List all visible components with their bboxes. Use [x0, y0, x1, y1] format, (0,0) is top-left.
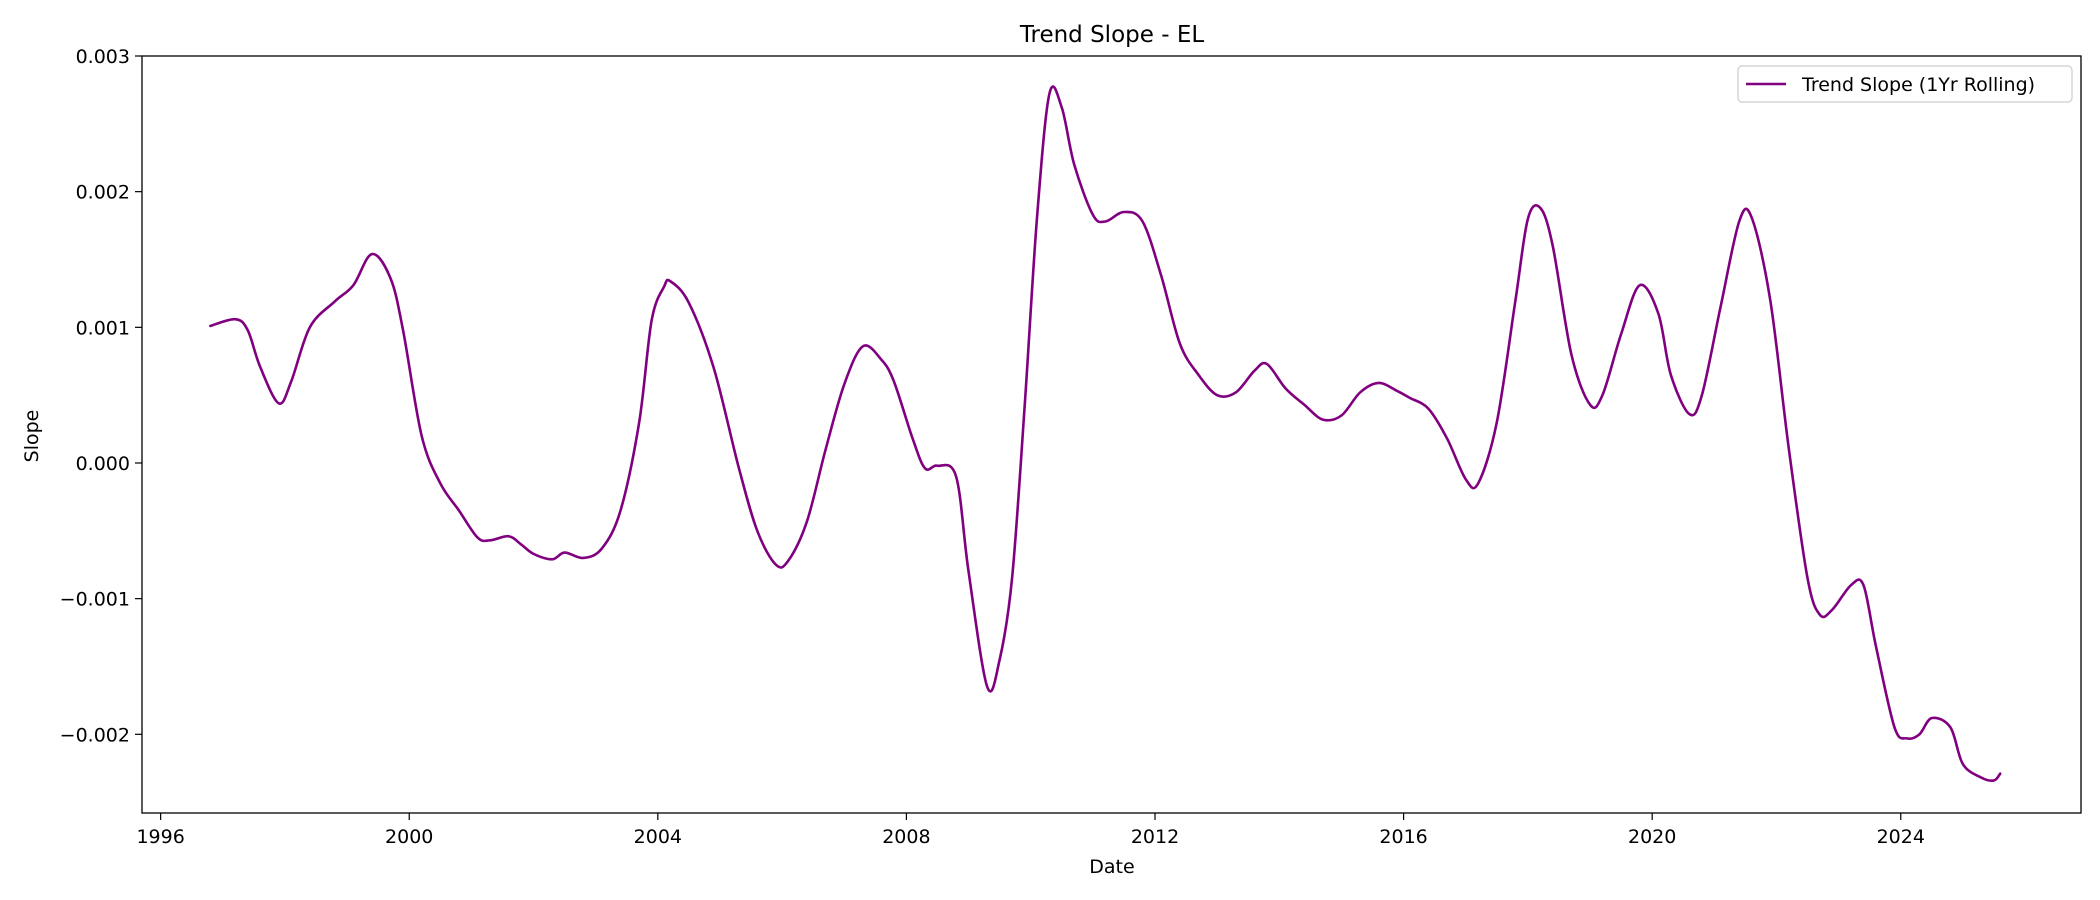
y-axis-label: Slope	[21, 410, 43, 463]
y-tick-label: 0.001	[76, 317, 130, 339]
chart-title: Trend Slope - EL	[1019, 22, 1205, 48]
legend: Trend Slope (1Yr Rolling)	[1737, 65, 2073, 103]
y-tick-label: 0.003	[76, 46, 130, 68]
y-tick-label: −0.002	[60, 724, 130, 746]
x-tick-label: 2024	[1877, 826, 1925, 848]
y-axis: −0.002 −0.001 0.000 0.001 0.002 0.003	[60, 46, 142, 746]
y-tick-label: 0.002	[76, 182, 130, 204]
x-tick-label: 2020	[1628, 826, 1676, 848]
x-axis-label: Date	[1089, 856, 1134, 878]
y-tick-label: 0.000	[76, 453, 130, 475]
x-tick-label: 2012	[1131, 826, 1179, 848]
plot-area: 1996 2000 2004 2008 2012 2016 2020 2024 −0.002−…	[60, 46, 2082, 848]
x-tick-label: 2004	[634, 826, 682, 848]
plot-frame	[141, 55, 2082, 814]
x-axis: 1996 2000 2004 2008 2012 2016 2020 2024	[136, 813, 1925, 848]
x-tick-label: 2008	[882, 826, 930, 848]
series-line-trend-slope	[209, 85, 2002, 782]
legend-box	[1737, 65, 2073, 103]
legend-label: Trend Slope (1Yr Rolling)	[1801, 74, 2035, 96]
x-tick-label: 2016	[1379, 826, 1427, 848]
y-tick-label: −0.001	[60, 589, 130, 611]
x-tick-label: 2000	[385, 826, 433, 848]
x-tick-label: 1996	[136, 826, 184, 848]
